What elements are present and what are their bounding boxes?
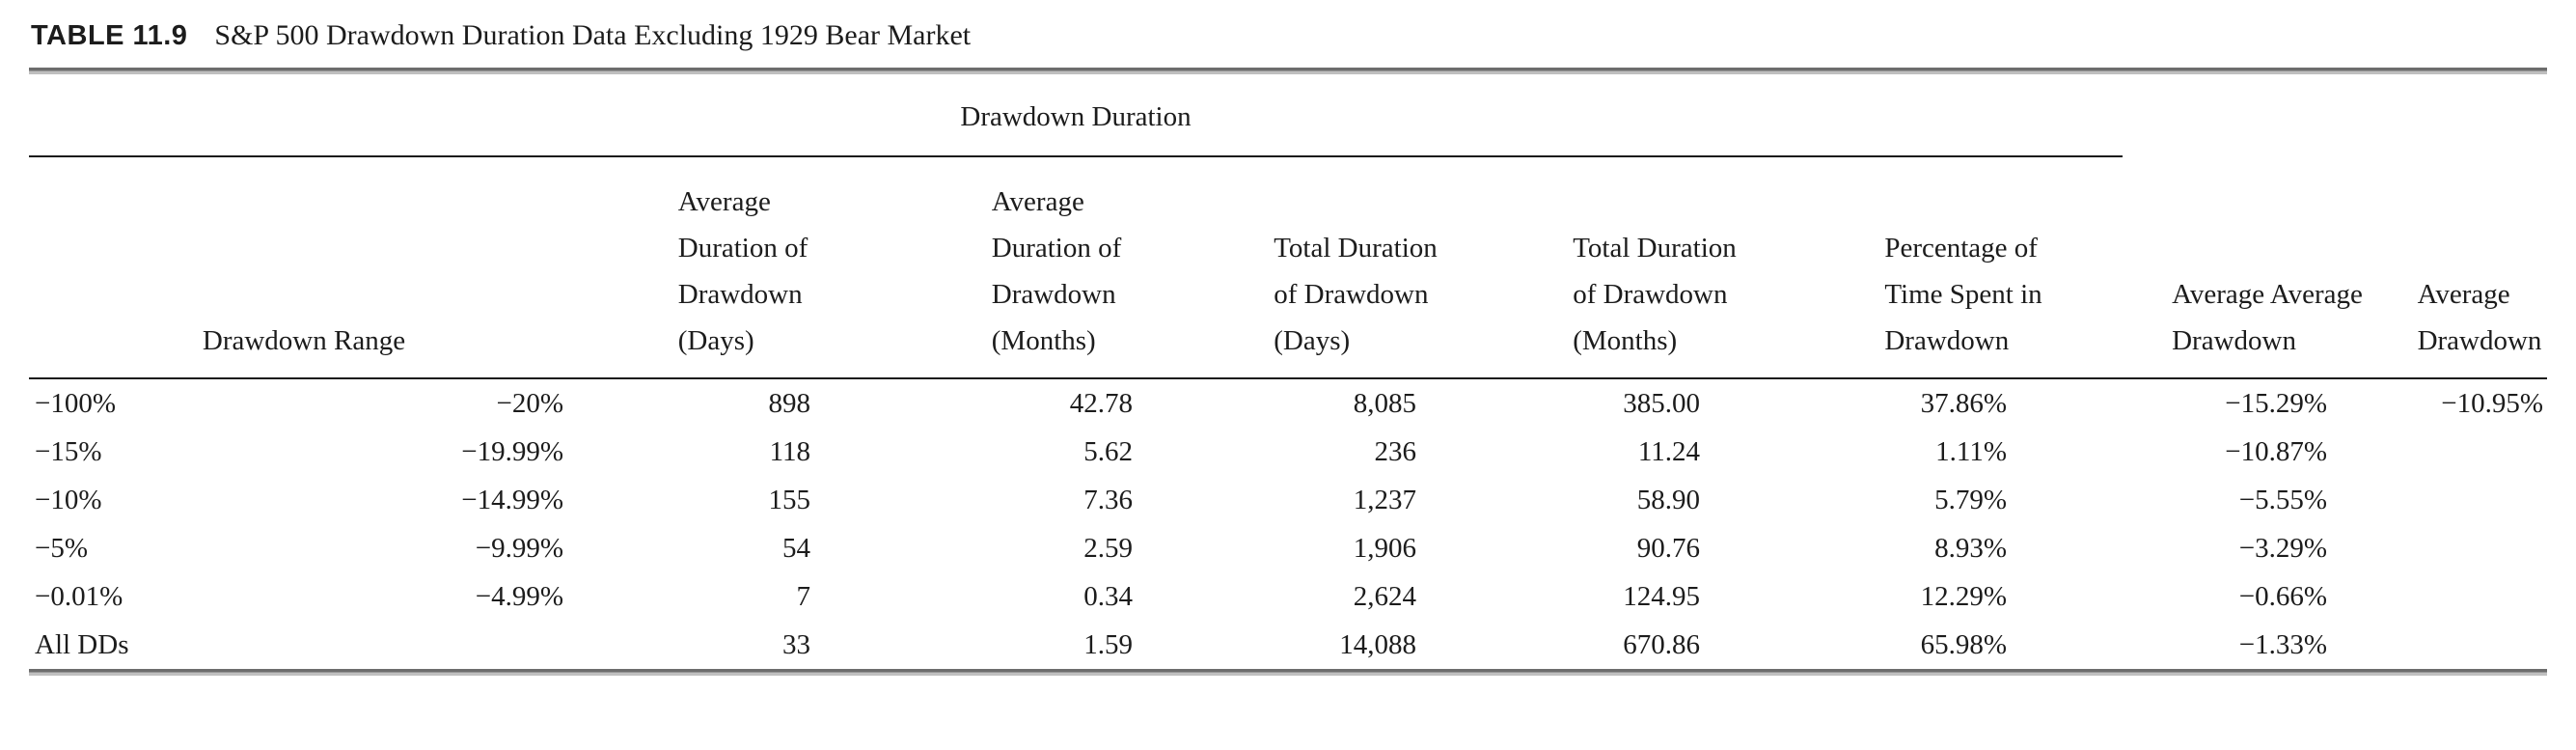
spanner-row: Drawdown Duration: [29, 74, 2547, 157]
header-average-average-drawdown-label: Average Average Drawdown: [2172, 279, 2363, 356]
table-cell: 5.62: [1083, 436, 1133, 467]
header-average-drawdown-label: Average Drawdown: [2417, 279, 2542, 356]
table-cell: −14.99%: [461, 485, 563, 515]
table-cell: −4.99%: [475, 581, 563, 612]
table-cell: −15.29%: [2225, 388, 2327, 419]
table-cell: 42.78: [1069, 388, 1133, 419]
header-total-duration-months-label: Total Duration of Drawdown (Months): [1573, 233, 1737, 356]
header-row: Drawdown Range Average Duration of Drawd…: [29, 156, 2547, 379]
table-cell: 236: [1374, 436, 1417, 467]
table-title-bar: TABLE 11.9 S&P 500 Drawdown Duration Dat…: [29, 0, 2547, 68]
table-cell: −9.99%: [475, 533, 563, 564]
table-row: −100% −20% 898 42.78 8,085 385.00 37.86%…: [29, 378, 2547, 428]
table-cell: [2412, 572, 2547, 621]
table-cell: −3.29%: [2238, 533, 2327, 564]
table-cell: −5.55%: [2238, 485, 2327, 515]
header-total-duration-days-label: Total Duration of Drawdown (Days): [1274, 233, 1438, 356]
table-cell: 54: [782, 533, 810, 564]
table-cell: 1.59: [1083, 629, 1133, 660]
header-avg-duration-months-label: Average Duration of Drawdown (Months): [991, 186, 1122, 356]
table-cell: −5%: [35, 533, 89, 564]
header-pct-time-in-drawdown: Percentage of Time Spent in Drawdown: [1804, 156, 2123, 379]
header-avg-duration-days: Average Duration of Drawdown (Days): [579, 156, 907, 379]
table-cell: −100%: [35, 388, 117, 419]
table-cell: 33: [782, 629, 810, 660]
table-row: −15% −19.99% 118 5.62 236 11.24 1.11% −1…: [29, 428, 2547, 476]
table-cell: [2412, 476, 2547, 524]
table-cell: −10.87%: [2225, 436, 2327, 467]
table-cell: −20%: [496, 388, 563, 419]
table-cell: 7.36: [1083, 485, 1133, 515]
spanner-drawdown-duration: Drawdown Duration: [29, 74, 2123, 157]
table-cell: 898: [768, 388, 811, 419]
table-cell: −10%: [35, 485, 102, 515]
table-cell: 8.93%: [1934, 533, 2007, 564]
header-pct-time-in-drawdown-label: Percentage of Time Spent in Drawdown: [1884, 233, 2042, 356]
table-caption: S&P 500 Drawdown Duration Data Excluding…: [214, 19, 972, 51]
header-drawdown-range-label: Drawdown Range: [202, 325, 406, 356]
table-cell: −0.66%: [2238, 581, 2327, 612]
table-cell: 118: [769, 436, 810, 467]
table-cell: 58.90: [1636, 485, 1700, 515]
spanner-empty-cell: [2123, 74, 2547, 156]
table-label: TABLE 11.9: [31, 20, 188, 51]
table-cell: 1,237: [1353, 485, 1416, 515]
top-rule: [29, 68, 2547, 74]
table-row: −10% −14.99% 155 7.36 1,237 58.90 5.79% …: [29, 476, 2547, 524]
document-page: TABLE 11.9 S&P 500 Drawdown Duration Dat…: [29, 0, 2547, 676]
table-row: All DDs 33 1.59 14,088 670.86 65.98% −1.…: [29, 621, 2547, 669]
table-cell: 2.59: [1083, 533, 1133, 564]
header-average-average-drawdown: Average Average Drawdown: [2123, 156, 2412, 379]
table-cell: 11.24: [1637, 436, 1700, 467]
table-cell: [328, 621, 579, 669]
table-cell: 7: [796, 581, 811, 612]
table-cell: All DDs: [35, 629, 129, 660]
header-avg-duration-days-label: Average Duration of Drawdown (Days): [677, 186, 808, 356]
table-row: −0.01% −4.99% 7 0.34 2,624 124.95 12.29%…: [29, 572, 2547, 621]
table-cell: 37.86%: [1920, 388, 2007, 419]
table-cell: 90.76: [1636, 533, 1700, 564]
table-cell: 8,085: [1353, 388, 1416, 419]
table-cell: 2,624: [1353, 581, 1416, 612]
table-cell: −10.95%: [2441, 388, 2543, 419]
table-cell: [2412, 524, 2547, 572]
table-cell: 5.79%: [1934, 485, 2007, 515]
header-total-duration-months: Total Duration of Drawdown (Months): [1505, 156, 1804, 379]
table-cell: 12.29%: [1920, 581, 2007, 612]
table-cell: 65.98%: [1920, 629, 2007, 660]
table-cell: [2412, 428, 2547, 476]
table-cell: 1,906: [1353, 533, 1416, 564]
table-row: −5% −9.99% 54 2.59 1,906 90.76 8.93% −3.…: [29, 524, 2547, 572]
header-avg-duration-months: Average Duration of Drawdown (Months): [907, 156, 1206, 379]
table-cell: 670.86: [1623, 629, 1700, 660]
table-cell: −0.01%: [35, 581, 123, 612]
table-cell: −19.99%: [461, 436, 563, 467]
header-average-drawdown: Average Drawdown: [2412, 156, 2547, 379]
header-drawdown-range: Drawdown Range: [29, 156, 579, 379]
table-cell: 385.00: [1623, 388, 1700, 419]
table-cell: −15%: [35, 436, 102, 467]
bottom-rule: [29, 669, 2547, 676]
table-cell: 0.34: [1083, 581, 1133, 612]
drawdown-table: Drawdown Duration Drawdown Range Average…: [29, 74, 2547, 669]
header-total-duration-days: Total Duration of Drawdown (Days): [1206, 156, 1505, 379]
table-cell: 155: [768, 485, 811, 515]
table-cell: −1.33%: [2238, 629, 2327, 660]
table-cell: 124.95: [1623, 581, 1700, 612]
table-cell: 1.11%: [1935, 436, 2007, 467]
table-cell: 14,088: [1339, 629, 1416, 660]
table-cell: [2412, 621, 2547, 669]
